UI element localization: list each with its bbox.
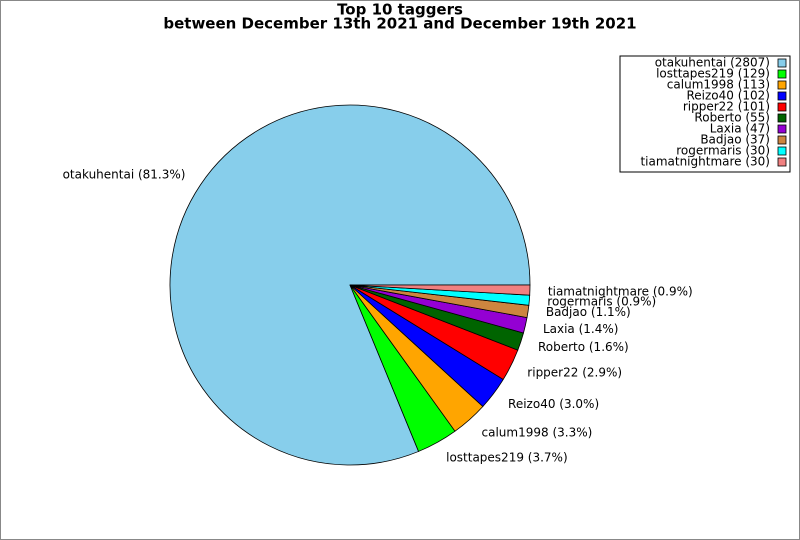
slice-label: Roberto (1.6%) [538,340,629,354]
slice-label: rogermaris (0.9%) [547,294,656,308]
legend-swatch [777,135,787,145]
legend-label: otakuhentai (2807) [655,56,770,70]
legend-swatch [777,80,787,90]
slice-label: tiamatnightmare (0.9%) [548,285,693,299]
legend-swatch [777,69,787,79]
legend-label: calum1998 (113) [667,78,770,92]
legend-swatch [777,124,787,134]
chart-title: Top 10 taggers [337,1,463,19]
legend-swatch [777,146,787,156]
legend-label: Laxia (47) [710,122,770,136]
legend-label: rogermaris (30) [676,144,770,158]
legend-swatch [777,91,787,101]
legend-label: Badjao (37) [700,133,770,147]
legend-label: tiamatnightmare (30) [640,155,770,169]
slice-label: otakuhentai (81.3%) [63,167,186,181]
legend-swatch [777,113,787,123]
pie-slice [349,284,531,296]
slice-label: calum1998 (3.3%) [482,425,593,439]
chart-subtitle: between December 13th 2021 and December … [163,15,636,33]
legend-swatch [777,58,787,68]
slice-label: Laxia (1.4%) [543,322,619,336]
slice-label: ripper22 (2.9%) [527,366,622,380]
slice-label: Badjao (1.1%) [546,305,631,319]
legend-swatch [777,102,787,112]
legend-box [619,55,791,173]
legend-swatch [777,157,787,167]
legend-label: ripper22 (101) [683,100,770,114]
legend-label: losttapes219 (129) [656,67,770,81]
slice-label: losttapes219 (3.7%) [446,451,568,465]
legend-label: Reizo40 (102) [686,89,770,103]
legend-label: Roberto (55) [694,111,770,125]
slice-label: Reizo40 (3.0%) [508,397,599,411]
